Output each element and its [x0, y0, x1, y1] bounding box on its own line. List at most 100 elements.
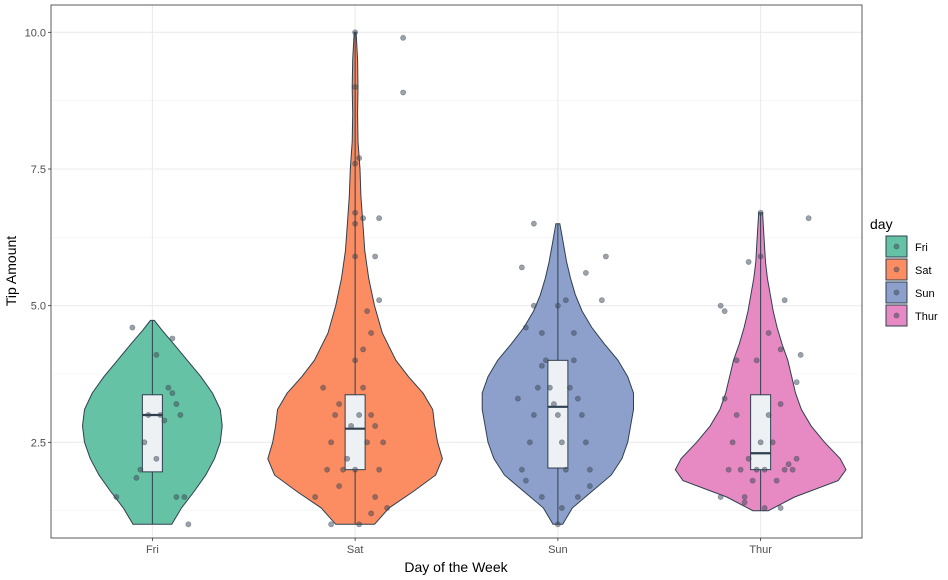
data-point-sun [558, 439, 565, 446]
data-point-sun [570, 330, 577, 336]
data-point-sun [554, 521, 561, 528]
data-point-thur [733, 357, 740, 364]
data-point-thur [773, 477, 780, 484]
data-point-sat [332, 412, 339, 418]
box-thur [750, 394, 772, 471]
data-point-sat [384, 505, 391, 511]
x-tick-label: Sun [548, 544, 568, 556]
data-point-sat [372, 253, 379, 260]
data-point-thur [745, 455, 752, 462]
data-point-fri [173, 494, 180, 500]
data-point-fri [153, 351, 160, 358]
x-axis-title: Day of the Week [404, 559, 508, 575]
data-point-sat [376, 215, 383, 222]
data-point-sun [542, 357, 549, 364]
data-point-sat [348, 423, 355, 429]
data-point-sun [582, 439, 589, 446]
data-point-fri [157, 412, 164, 418]
legend: day Fri Sat Sun Thur [870, 216, 938, 327]
data-point-sat [352, 220, 359, 227]
data-point-thur [757, 253, 764, 260]
data-point-sun [518, 466, 525, 473]
data-point-thur [781, 297, 788, 304]
y-tick-label: 7.5 [31, 164, 46, 176]
data-point-thur [733, 412, 740, 418]
y-tick-label: 10.0 [25, 27, 46, 39]
data-point-sun [534, 384, 541, 391]
data-point-fri [137, 466, 144, 473]
data-point-sun [574, 395, 581, 402]
data-point-thur [777, 401, 784, 407]
legend-label-sat: Sat [915, 265, 932, 277]
legend-label-fri: Fri [915, 242, 928, 254]
data-point-thur [749, 477, 756, 484]
data-point-sun [586, 466, 593, 473]
data-point-sat [328, 521, 335, 528]
data-point-sat [336, 483, 343, 489]
y-tick-label: 5.0 [31, 301, 46, 313]
legend-key-point [893, 243, 900, 250]
data-point-sun [602, 253, 609, 260]
data-point-sun [538, 494, 545, 500]
data-point-sat [376, 297, 383, 304]
data-point-sun [578, 412, 585, 418]
data-point-sun [522, 477, 529, 484]
legend-key-point [893, 312, 900, 319]
x-tick-label: Thur [749, 544, 772, 556]
legend-label-thur: Thur [915, 311, 938, 323]
legend-title: day [870, 216, 893, 232]
data-point-thur [777, 505, 784, 511]
data-point-sun [554, 302, 561, 309]
data-point-thur [805, 215, 812, 222]
data-point-sat [356, 521, 363, 528]
data-point-sat [380, 439, 387, 446]
data-point-sun [538, 330, 545, 336]
data-point-sat [352, 160, 359, 167]
x-tick-label: Sat [347, 544, 364, 556]
data-point-sun [530, 220, 537, 227]
legend-label-sun: Sun [915, 288, 935, 300]
data-point-sat [352, 84, 359, 90]
data-point-sun [522, 324, 529, 331]
data-point-sun [514, 395, 521, 402]
data-point-sat [324, 466, 331, 473]
data-point-fri [185, 521, 192, 528]
data-point-sat [352, 29, 359, 36]
legend-items: Fri Sat Sun Thur [885, 235, 938, 327]
data-point-sat [368, 510, 375, 517]
data-point-sat [368, 412, 375, 418]
data-point-sat [368, 330, 375, 336]
data-point-sun [562, 297, 569, 304]
data-point-thur [781, 466, 788, 473]
data-point-fri [161, 417, 168, 424]
data-point-fri [177, 412, 184, 418]
data-point-thur [741, 499, 748, 506]
data-point-thur [765, 330, 772, 336]
data-point-sat [336, 401, 343, 407]
data-point-thur [793, 455, 800, 462]
data-point-thur [769, 439, 776, 446]
plot-panel-border [50, 4, 863, 539]
data-point-sun [558, 505, 565, 511]
data-point-sun [530, 302, 537, 309]
data-point-sun [562, 466, 569, 473]
data-point-sat [352, 466, 359, 473]
data-point-sat [340, 466, 347, 473]
data-point-fri [169, 335, 176, 342]
data-point-sun [526, 439, 533, 446]
data-point-sat [400, 89, 407, 96]
data-point-thur [761, 505, 768, 511]
data-point-sun [598, 297, 605, 304]
data-point-fri [129, 324, 136, 331]
data-point-fri [153, 455, 160, 462]
data-point-thur [721, 395, 728, 402]
data-point-fri [133, 474, 140, 481]
data-point-thur [757, 209, 764, 216]
data-point-thur [717, 494, 724, 500]
box-fri [141, 394, 163, 473]
y-axis-title: Tip Amount [3, 236, 19, 306]
data-point-sun [550, 401, 557, 407]
y-tick-label: 2.5 [31, 437, 46, 449]
data-point-fri [181, 494, 188, 500]
